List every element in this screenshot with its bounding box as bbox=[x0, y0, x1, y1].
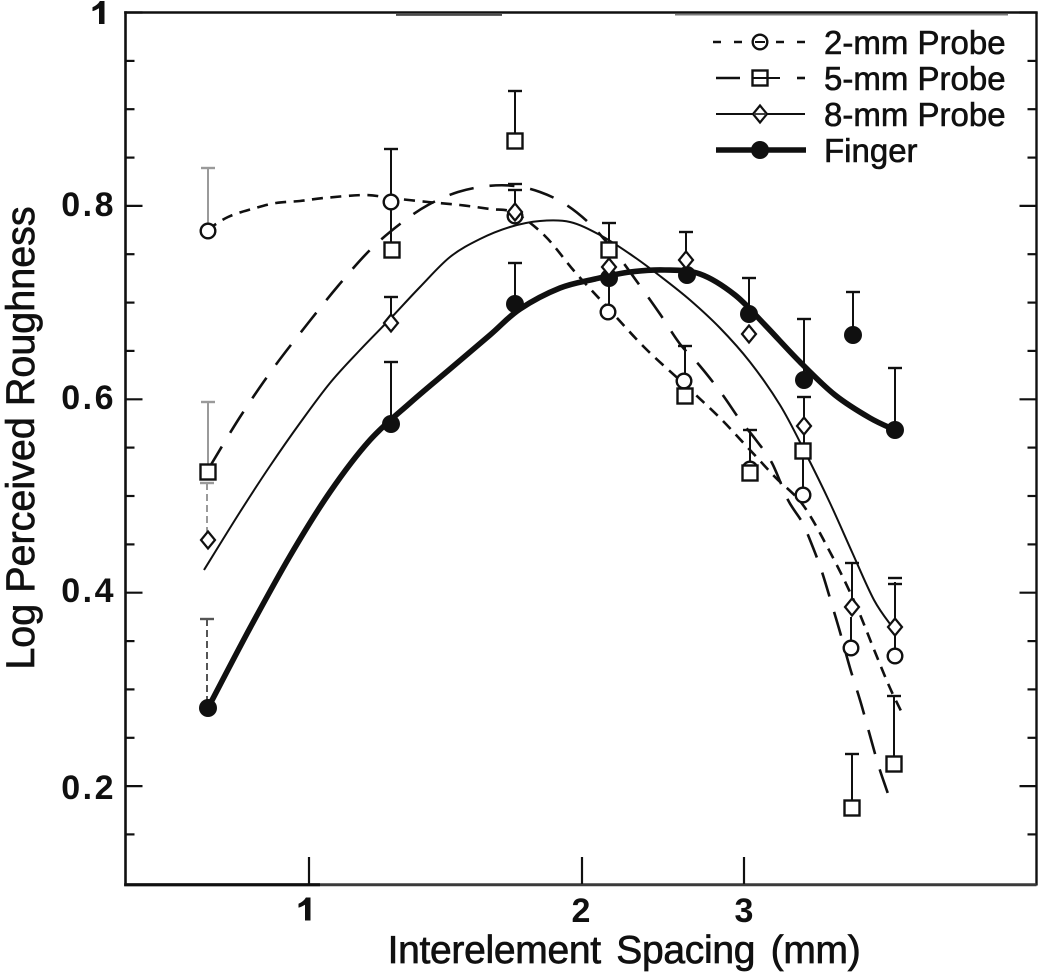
svg-text:2-mm Probe: 2-mm Probe bbox=[824, 24, 1006, 61]
svg-text:0.2: 0.2 bbox=[61, 769, 116, 807]
svg-text:5-mm Probe: 5-mm Probe bbox=[824, 60, 1006, 97]
svg-text:Log Perceived Roughness: Log Perceived Roughness bbox=[0, 206, 43, 669]
svg-text:0.8: 0.8 bbox=[61, 186, 116, 224]
svg-text:0.4: 0.4 bbox=[61, 572, 116, 610]
svg-text:8-mm Probe: 8-mm Probe bbox=[824, 96, 1006, 133]
svg-text:Finger: Finger bbox=[824, 132, 918, 169]
svg-text:Interelement Spacing (mm): Interelement Spacing (mm) bbox=[388, 929, 861, 972]
svg-text:2: 2 bbox=[572, 892, 591, 930]
svg-text:3: 3 bbox=[735, 892, 754, 930]
svg-text:0.6: 0.6 bbox=[61, 379, 116, 417]
